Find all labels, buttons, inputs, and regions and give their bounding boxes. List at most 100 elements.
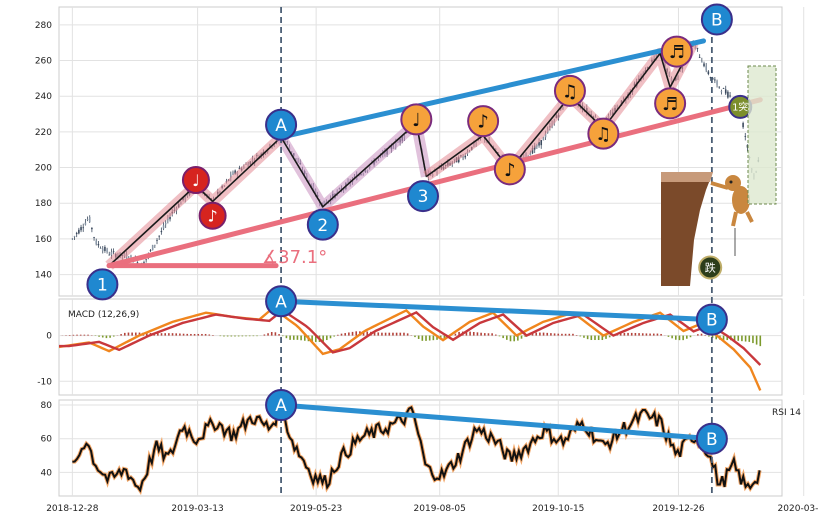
macd-title: MACD (12,26,9)	[68, 310, 139, 320]
macd-histogram-bar	[418, 336, 420, 339]
candle-body	[708, 71, 710, 74]
y-tick-label: -10	[37, 377, 52, 387]
macd-histogram-bar	[256, 336, 258, 337]
macd-histogram-bar	[352, 332, 354, 336]
macd-marker-a-label: A	[275, 292, 287, 312]
candle-body	[72, 239, 74, 240]
macd-histogram-bar	[554, 333, 556, 335]
macd-histogram-bar	[238, 336, 240, 337]
macd-histogram-bar	[407, 333, 409, 335]
candle-body	[106, 249, 108, 251]
macd-histogram-bar	[341, 334, 343, 336]
candle-body	[705, 66, 707, 71]
macd-histogram-bar	[355, 331, 357, 335]
candle-body	[145, 259, 147, 260]
candle-body	[723, 88, 725, 89]
angle-label: ∡37.1°	[262, 247, 327, 268]
macd-histogram-bar	[657, 334, 659, 336]
candle-body	[163, 225, 165, 228]
candle-body	[82, 227, 84, 228]
macd-histogram-bar	[234, 336, 236, 337]
macd-histogram-bar	[194, 334, 196, 336]
macd-histogram-bar	[679, 336, 681, 341]
candle-body	[744, 136, 746, 137]
macd-histogram-bar	[422, 336, 424, 341]
macd-histogram-bar	[396, 333, 398, 336]
macd-histogram-bar	[128, 333, 130, 336]
macd-histogram-bar	[535, 333, 537, 336]
macd-histogram-bar	[469, 332, 471, 336]
macd-histogram-bar	[348, 332, 350, 335]
rsi-title: RSI 14	[772, 408, 801, 418]
y-tick-label: 140	[35, 271, 52, 281]
candle-body	[697, 48, 699, 49]
macd-histogram-bar	[557, 334, 559, 336]
candle-body	[154, 245, 156, 246]
breakout-zone-box	[748, 66, 776, 204]
macd-histogram-bar	[87, 335, 89, 336]
marker-4-label: B	[711, 11, 723, 31]
macd-histogram-bar	[201, 334, 203, 336]
candle-body	[76, 233, 78, 234]
macd-histogram-bar	[745, 336, 747, 342]
x-tick-label: 2018-12-28	[46, 504, 99, 514]
macd-histogram-bar	[668, 336, 670, 337]
macd-histogram-bar	[649, 334, 651, 336]
macd-histogram-bar	[186, 334, 188, 336]
macd-histogram-bar	[403, 333, 405, 336]
macd-histogram-bar	[488, 333, 490, 335]
candle-body	[729, 96, 731, 97]
candle-body	[150, 250, 152, 251]
macd-histogram-bar	[282, 336, 284, 337]
candle-body	[701, 61, 703, 62]
macd-histogram-bar	[337, 335, 339, 336]
candle-body	[714, 79, 716, 80]
macd-histogram-bar	[271, 332, 273, 336]
macd-histogram-bar	[377, 332, 379, 335]
marker-12-label: ♬	[669, 42, 685, 63]
macd-histogram-bar	[539, 333, 541, 336]
x-tick-label: 2020-03-10	[778, 504, 819, 514]
macd-histogram-bar	[741, 336, 743, 342]
marker-7-label: ♩	[412, 110, 421, 131]
macd-histogram-bar	[513, 336, 515, 342]
macd-histogram-bar	[499, 336, 501, 337]
candle-body	[725, 89, 727, 93]
y-tick-label: 80	[41, 401, 53, 411]
marker-3-label: A	[275, 116, 287, 136]
macd-histogram-bar	[682, 336, 684, 341]
macd-histogram-bar	[278, 334, 280, 335]
y-tick-label: 180	[35, 199, 52, 209]
y-tick-label: 280	[35, 21, 52, 31]
candle-body	[104, 247, 106, 251]
macd-histogram-bar	[242, 336, 244, 337]
macd-histogram-bar	[627, 333, 629, 336]
macd-histogram-bar	[245, 336, 247, 337]
macd-histogram-bar	[98, 336, 100, 337]
macd-histogram-bar	[546, 333, 548, 336]
macd-histogram-bar	[80, 335, 82, 336]
macd-histogram-bar	[631, 333, 633, 336]
macd-histogram-bar	[543, 333, 545, 336]
marker-2-label: 3	[418, 187, 429, 207]
candle-body	[74, 236, 76, 237]
macd-histogram-bar	[212, 335, 214, 336]
candle-body	[78, 230, 80, 234]
macd-histogram-bar	[690, 336, 692, 338]
candle-body	[165, 223, 167, 224]
macd-histogram-bar	[267, 333, 269, 335]
candle-body	[742, 123, 744, 127]
macd-histogram-bar	[576, 335, 578, 336]
macd-histogram-bar	[249, 336, 251, 337]
candle-body	[95, 240, 97, 244]
candle-body	[93, 237, 95, 238]
macd-histogram-bar	[388, 333, 390, 336]
macd-histogram-bar	[344, 333, 346, 336]
macd-histogram-bar	[701, 334, 703, 336]
macd-histogram-bar	[109, 336, 111, 338]
y-tick-label: 240	[35, 92, 52, 102]
macd-marker-b-label: B	[706, 311, 718, 331]
macd-histogram-bar	[605, 336, 607, 339]
macd-histogram-bar	[568, 334, 570, 336]
macd-histogram-bar	[429, 336, 431, 341]
